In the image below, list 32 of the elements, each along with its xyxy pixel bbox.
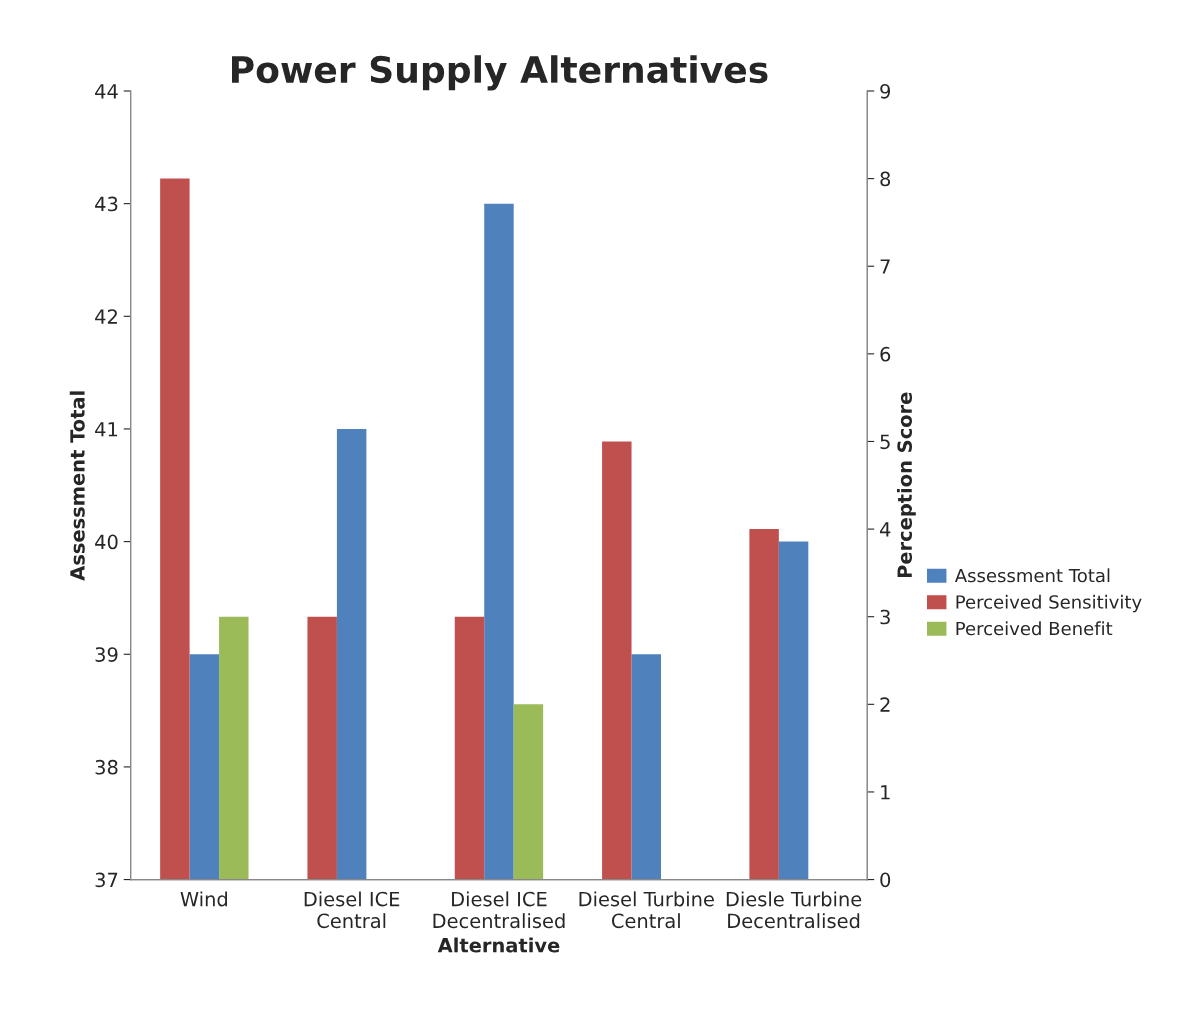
chart-title: Power Supply Alternatives [232,55,768,91]
y2-tick-label: 9 [880,83,891,99]
y2-tick-label: 2 [880,697,890,712]
y2-tick-label: 6 [880,346,891,362]
y2-tick-label: 8 [880,171,891,187]
bar [160,178,190,880]
y2-tick-label: 5 [880,434,890,450]
x-tick-label: Diesel Turbine Central [579,891,714,929]
x-axis-title: Alternative [437,937,560,953]
x-tick-label: Wind [180,891,227,907]
y2-tick-label: 1 [881,785,890,800]
y2-tick-label: 7 [880,259,890,274]
y2-tick-label: 0 [880,872,891,888]
y-tick-label: 39 [95,647,118,662]
y-tick-label: 43 [95,196,118,212]
legend-label: Assessment Total [954,568,1110,583]
y-tick-label: 40 [95,534,118,550]
x-tick-label: Diesel ICE Central [304,891,400,929]
bar [513,704,544,880]
y-tick-label: 42 [95,309,117,324]
y-tick-label: 44 [95,84,118,99]
y2-tick-label: 3 [880,609,890,625]
y2-axis-title: Perception Score [896,392,916,578]
y2-tick-label: 4 [880,522,891,537]
x-tick-label: Diesel ICE Decentralised [433,891,565,929]
legend-label: Perceived Benefit [956,621,1113,636]
legend-label: Perceived Sensitivity [956,594,1142,613]
y-tick-label: 41 [95,422,118,437]
y-tick-label: 38 [95,759,118,775]
y-tick-label: 37 [95,872,118,888]
y-axis-title: Assessment Total [69,391,85,581]
x-tick-label: Diesle Turbine Decentralised [726,891,862,929]
